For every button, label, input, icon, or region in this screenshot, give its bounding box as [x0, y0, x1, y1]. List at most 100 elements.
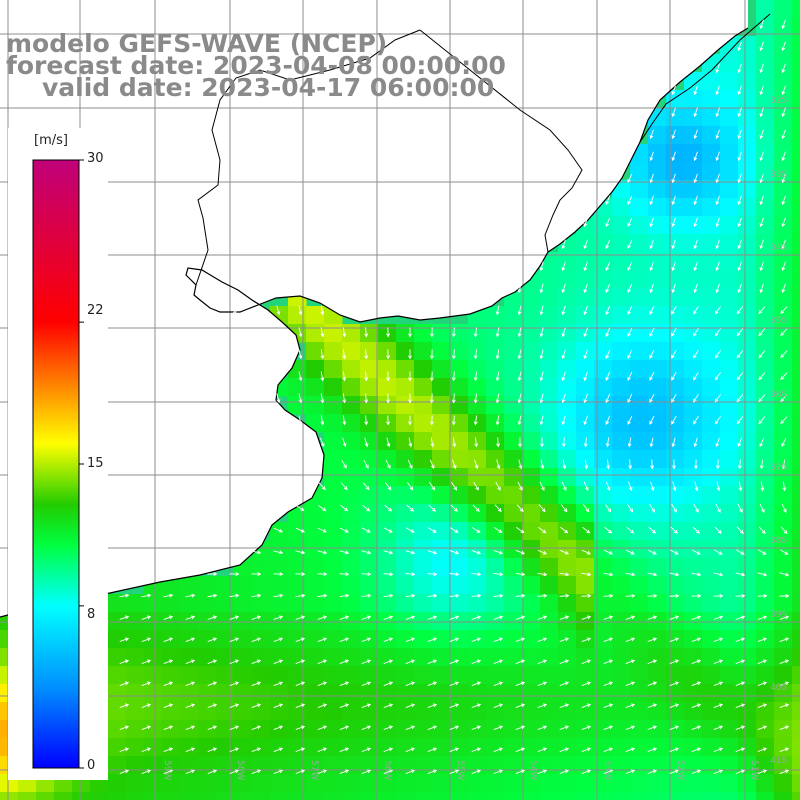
wind-speed-cell	[306, 684, 325, 703]
wind-arrow-head	[762, 637, 768, 642]
wind-arrow	[320, 393, 324, 403]
wind-arrow	[475, 437, 477, 447]
wind-arrow-head	[477, 615, 482, 620]
wind-arrow-head	[652, 529, 657, 534]
wind-arrow	[691, 549, 701, 555]
wind-speed-cell	[360, 684, 379, 703]
wind-arrow-head	[781, 25, 786, 30]
wind-arrow-head	[388, 529, 393, 533]
wind-arrow	[671, 393, 677, 403]
wind-speed-cell	[594, 378, 613, 397]
wind-speed-cell	[198, 594, 217, 613]
wind-arrow-head	[715, 157, 720, 162]
wind-speed-cell	[432, 774, 451, 793]
wind-arrow-head	[586, 659, 592, 664]
wind-speed-cell	[756, 684, 775, 703]
wind-arrow	[716, 239, 720, 249]
wind-speed-cell	[414, 792, 433, 800]
wind-speed-cell	[414, 630, 433, 649]
wind-arrow-head	[386, 399, 391, 404]
wind-arrow	[691, 638, 701, 642]
wind-arrow-head	[257, 572, 262, 576]
wind-speed-cell	[612, 270, 631, 289]
wind-arrow-head	[408, 421, 412, 426]
wind-speed-cell	[522, 378, 541, 397]
wind-arrow-head	[429, 399, 434, 404]
wind-arrow	[757, 572, 767, 576]
wind-speed-cell	[396, 594, 415, 613]
wind-arrow-head	[190, 681, 196, 686]
wind-speed-cell	[540, 504, 559, 523]
wind-arrow	[757, 682, 767, 686]
wind-speed-cell	[738, 522, 757, 541]
wind-arrow-head	[367, 593, 372, 598]
wind-arrow-head	[783, 508, 787, 513]
wind-arrow	[383, 726, 393, 730]
wind-speed-cell	[738, 792, 757, 800]
wind-arrow-head	[718, 681, 724, 686]
wind-arrow	[163, 770, 173, 774]
wind-speed-cell	[414, 720, 433, 739]
wind-speed-cell	[684, 522, 703, 541]
wind-arrow	[518, 459, 522, 469]
wind-speed-cell	[666, 270, 685, 289]
wind-arrow	[694, 107, 698, 117]
wind-arrow-head	[693, 289, 698, 294]
wind-arrow	[738, 151, 742, 161]
wind-speed-cell	[522, 306, 541, 325]
wind-speed-cell	[756, 144, 775, 163]
wind-arrow	[537, 704, 547, 708]
wind-speed-cell	[216, 684, 235, 703]
wind-speed-cell	[774, 738, 793, 757]
wind-arrow	[760, 217, 764, 227]
wind-arrow	[603, 770, 613, 774]
wind-speed-cell	[630, 612, 649, 631]
wind-arrow-head	[256, 747, 262, 752]
wind-speed-cell	[774, 684, 793, 703]
wind-arrow-head	[736, 310, 741, 315]
wind-arrow	[471, 726, 481, 730]
wind-arrow	[493, 682, 503, 686]
wind-arrow	[515, 748, 525, 752]
wind-speed-cell	[432, 576, 451, 595]
wind-arrow	[780, 350, 788, 358]
wind-speed-cell	[720, 792, 739, 800]
wind-arrow	[273, 704, 283, 708]
wind-speed-cell	[792, 576, 800, 595]
wind-arrow	[342, 327, 346, 337]
wind-arrow-head	[759, 179, 764, 184]
wind-arrow	[691, 660, 701, 664]
wind-arrow	[779, 572, 789, 576]
wind-speed-cell	[432, 630, 451, 649]
wind-arrow-head	[124, 637, 130, 642]
wind-arrow	[559, 638, 569, 642]
wind-speed-cell	[702, 342, 721, 361]
wind-arrow	[694, 85, 698, 95]
wind-arrow-head	[540, 465, 545, 470]
wind-speed-cell	[234, 792, 253, 800]
wind-speed-cell	[342, 540, 361, 559]
wind-arrow	[496, 371, 500, 381]
wind-speed-cell	[288, 648, 307, 667]
wind-arrow-head	[234, 747, 240, 752]
wind-speed-cell	[558, 540, 577, 559]
wind-arrow	[517, 481, 523, 491]
wind-arrow	[716, 129, 720, 139]
wind-arrow	[405, 573, 415, 575]
wind-arrow	[605, 283, 611, 293]
wind-speed-cell	[720, 144, 739, 163]
wind-arrow-head	[759, 135, 764, 140]
wind-speed-cell	[558, 558, 577, 577]
wind-arrow	[453, 415, 455, 425]
wind-speed-cell	[576, 792, 595, 800]
wind-speed-cell	[648, 684, 667, 703]
wind-arrow	[229, 704, 239, 708]
wind-speed-cell	[306, 702, 325, 721]
wind-arrow	[365, 349, 367, 359]
wind-arrow-head	[410, 703, 416, 708]
wind-speed-cell	[774, 666, 793, 685]
wind-speed-cell	[450, 558, 469, 577]
wind-speed-cell	[432, 558, 451, 577]
wind-speed-cell	[360, 486, 379, 505]
wind-arrow	[339, 660, 349, 664]
